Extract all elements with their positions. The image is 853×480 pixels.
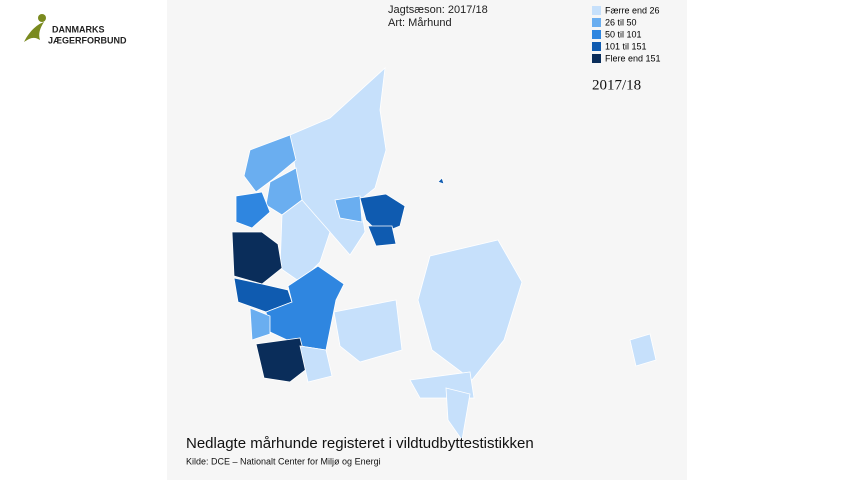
map: [231, 66, 657, 442]
legend-swatch: [592, 30, 601, 39]
region: [334, 195, 363, 223]
logo-head: [38, 14, 46, 22]
region: [249, 307, 271, 341]
species: Art: Mårhund: [388, 17, 452, 29]
logo-text: DANMARKS: [52, 24, 105, 34]
logo: DANMARKS JÆGERFORBUND: [24, 14, 127, 45]
legend-label: 101 til 151: [605, 41, 647, 51]
region: [629, 333, 657, 367]
year-label: 2017/18: [592, 77, 641, 93]
logo-text: JÆGERFORBUND: [48, 35, 127, 45]
region: [445, 387, 471, 442]
season: Jagtsæson: 2017/18: [388, 4, 488, 16]
legend-label: 26 til 50: [605, 17, 637, 27]
region: [367, 225, 397, 247]
legend-label: Flere end 151: [605, 53, 661, 63]
legend-swatch: [592, 18, 601, 27]
region: [289, 66, 387, 256]
region: [333, 299, 403, 363]
legend-label: Færre end 26: [605, 5, 660, 15]
legend: Færre end 26 26 til 50 50 til 101 101 ti…: [592, 5, 661, 63]
caption-source: Kilde: DCE – Nationalt Center for Miljø …: [186, 456, 381, 466]
region: [255, 337, 309, 383]
region: [417, 239, 523, 381]
region: [235, 191, 271, 229]
caption-title: Nedlagte mårhunde registeret i vildtudby…: [186, 435, 534, 452]
legend-label: 50 til 101: [605, 29, 642, 39]
region: [437, 177, 445, 185]
legend-swatch: [592, 54, 601, 63]
region: [231, 231, 283, 285]
legend-swatch: [592, 42, 601, 51]
legend-swatch: [592, 6, 601, 15]
region: [299, 345, 333, 383]
region: [359, 193, 406, 235]
region: [243, 134, 297, 193]
logo-bird: [24, 22, 44, 42]
